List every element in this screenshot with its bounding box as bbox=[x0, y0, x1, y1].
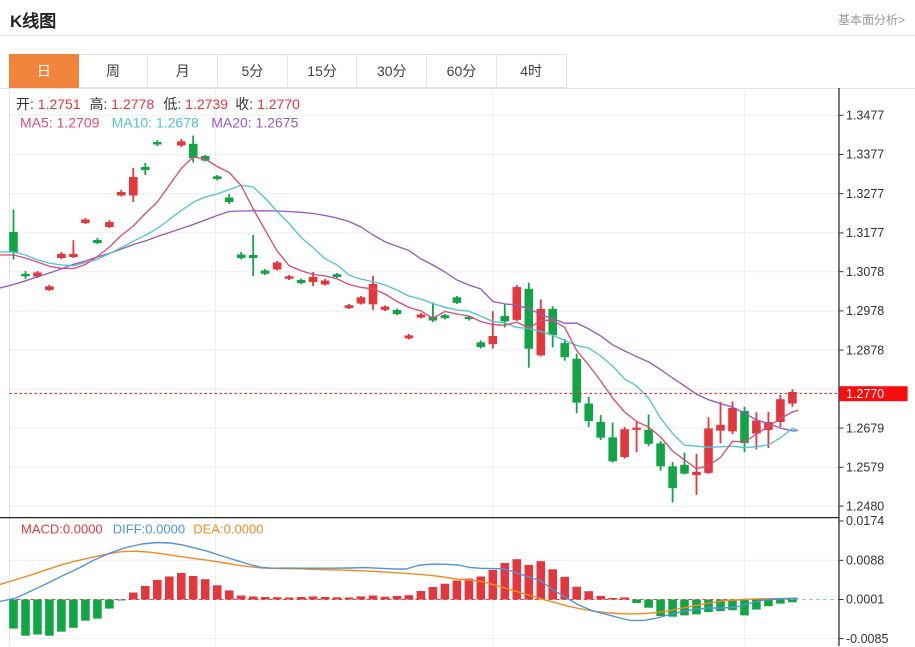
svg-text:1.2480: 1.2480 bbox=[846, 499, 884, 513]
svg-text:1.3177: 1.3177 bbox=[846, 226, 884, 240]
svg-text:1.3477: 1.3477 bbox=[846, 109, 884, 123]
svg-text:-0.0085: -0.0085 bbox=[846, 632, 888, 646]
svg-text:1.3277: 1.3277 bbox=[846, 187, 884, 201]
svg-text:1.2978: 1.2978 bbox=[846, 304, 884, 318]
svg-text:1.2679: 1.2679 bbox=[846, 421, 884, 435]
svg-text:1.3377: 1.3377 bbox=[846, 148, 884, 162]
svg-text:1.2770: 1.2770 bbox=[846, 387, 884, 401]
svg-text:0.0174: 0.0174 bbox=[846, 514, 884, 528]
svg-text:0.0088: 0.0088 bbox=[846, 554, 884, 568]
svg-text:1.2878: 1.2878 bbox=[846, 343, 884, 357]
svg-text:0.0001: 0.0001 bbox=[846, 593, 884, 607]
svg-text:1.2579: 1.2579 bbox=[846, 461, 884, 475]
svg-text:1.3078: 1.3078 bbox=[846, 265, 884, 279]
